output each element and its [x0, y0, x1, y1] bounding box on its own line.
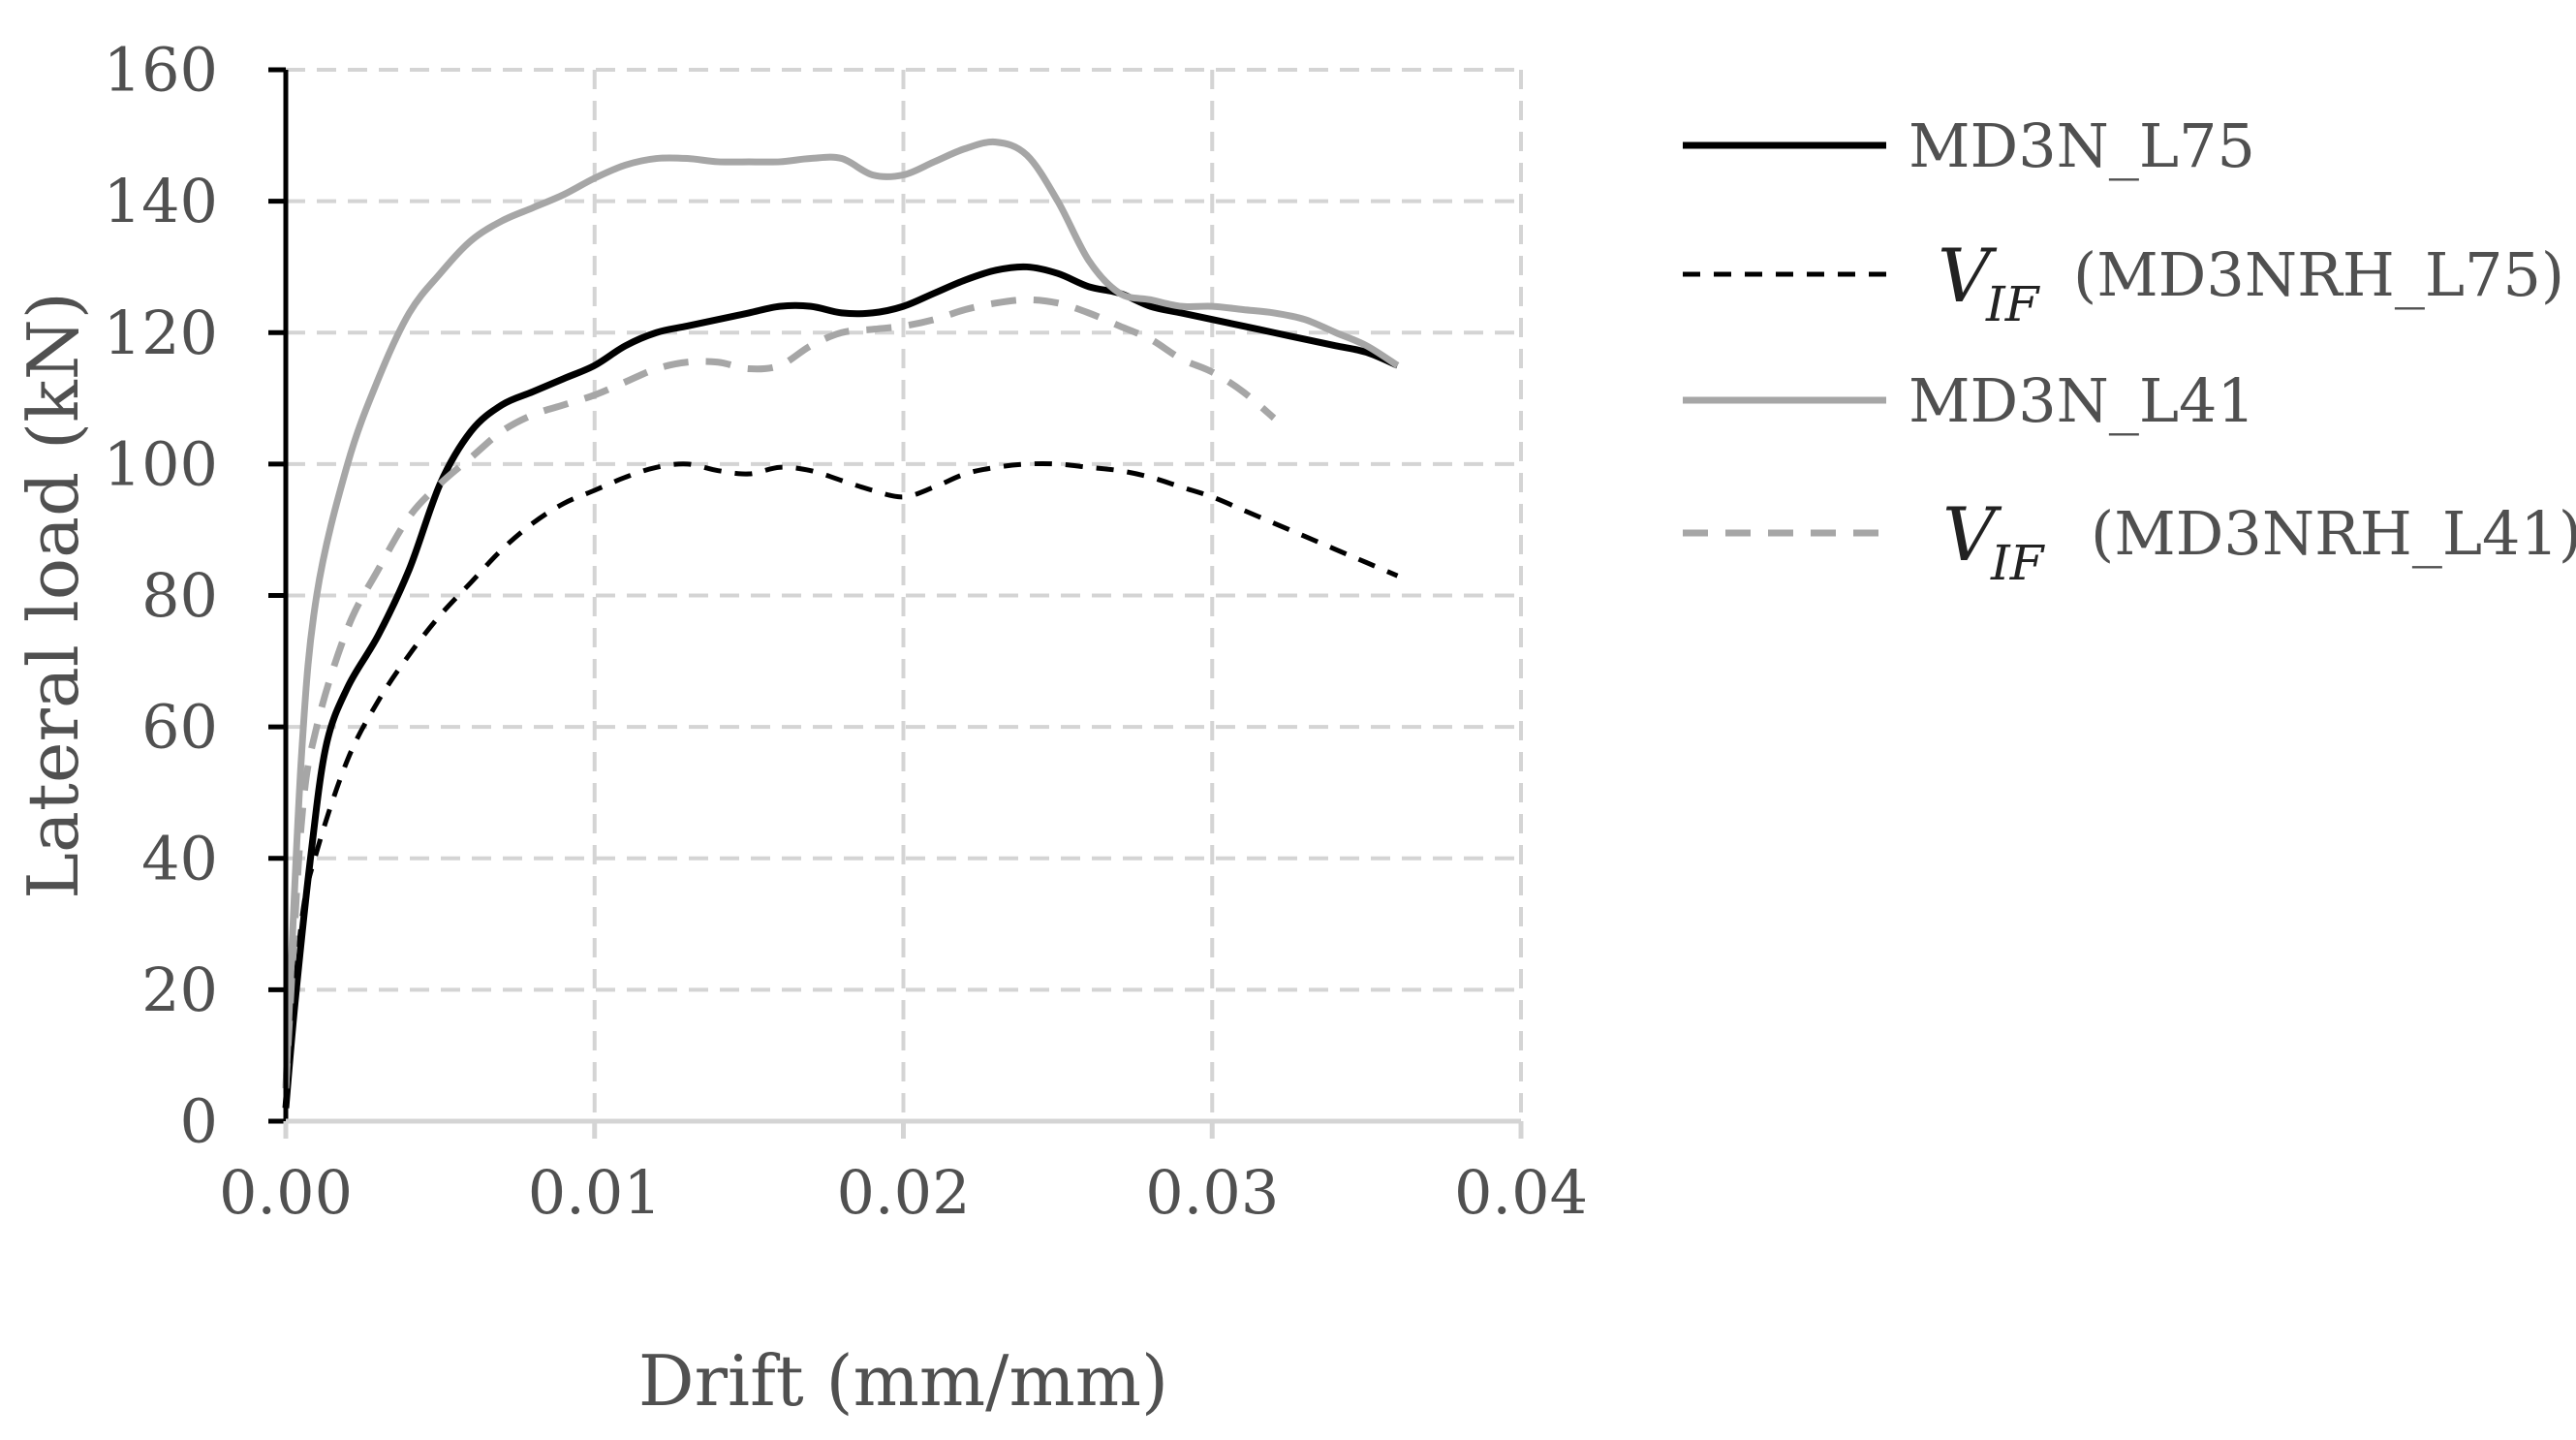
x-tick-label: 0.01 — [528, 1157, 662, 1228]
legend-label: (MD3NRH_L41) — [2091, 498, 2576, 569]
y-tick-label: 160 — [104, 35, 218, 106]
legend-symbol: V — [1942, 491, 2002, 578]
y-tick-label: 40 — [141, 823, 218, 893]
axis-layer — [268, 67, 1524, 1139]
series-layer — [282, 138, 1400, 1109]
series-line-vif-md3nrh-l41 — [282, 296, 1277, 1089]
y-axis-title: Lateral load (kN) — [13, 292, 94, 899]
y-tick-label: 100 — [104, 428, 218, 499]
y-tick-label: 140 — [104, 166, 218, 236]
series-line-vif-md3nrh-l75 — [283, 460, 1399, 1102]
x-tick-label: 0.00 — [219, 1157, 353, 1228]
legend-label: MD3N_L41 — [1909, 365, 2255, 436]
legend-label: MD3N_L75 — [1909, 110, 2255, 181]
y-tick-label: 60 — [141, 692, 218, 763]
legend-symbol: V — [1938, 233, 1998, 319]
grid-layer — [286, 68, 1523, 1121]
x-tick-label: 0.02 — [836, 1157, 970, 1228]
legend-subscript: IF — [1985, 276, 2041, 332]
series-line-md3n-l75 — [282, 263, 1399, 1109]
label-layer: 0 20 40 60 80 100 120 140 160 0.00 0.01 0.02 0.03 0.0… — [13, 35, 1588, 1423]
x-axis-title: Drift (mm/mm) — [638, 1340, 1168, 1422]
x-tick-label: 0.04 — [1454, 1157, 1588, 1228]
y-tick-label: 20 — [141, 955, 218, 1025]
x-tick-label: 0.03 — [1145, 1157, 1279, 1228]
y-tick-label: 0 — [180, 1086, 218, 1157]
series-line-md3n-l41 — [282, 138, 1400, 1089]
y-tick-label: 120 — [104, 297, 218, 368]
legend-subscript: IF — [1990, 535, 2046, 591]
legend-label: (MD3NRH_L75) — [2073, 239, 2564, 310]
y-tick-label: 80 — [141, 560, 218, 631]
